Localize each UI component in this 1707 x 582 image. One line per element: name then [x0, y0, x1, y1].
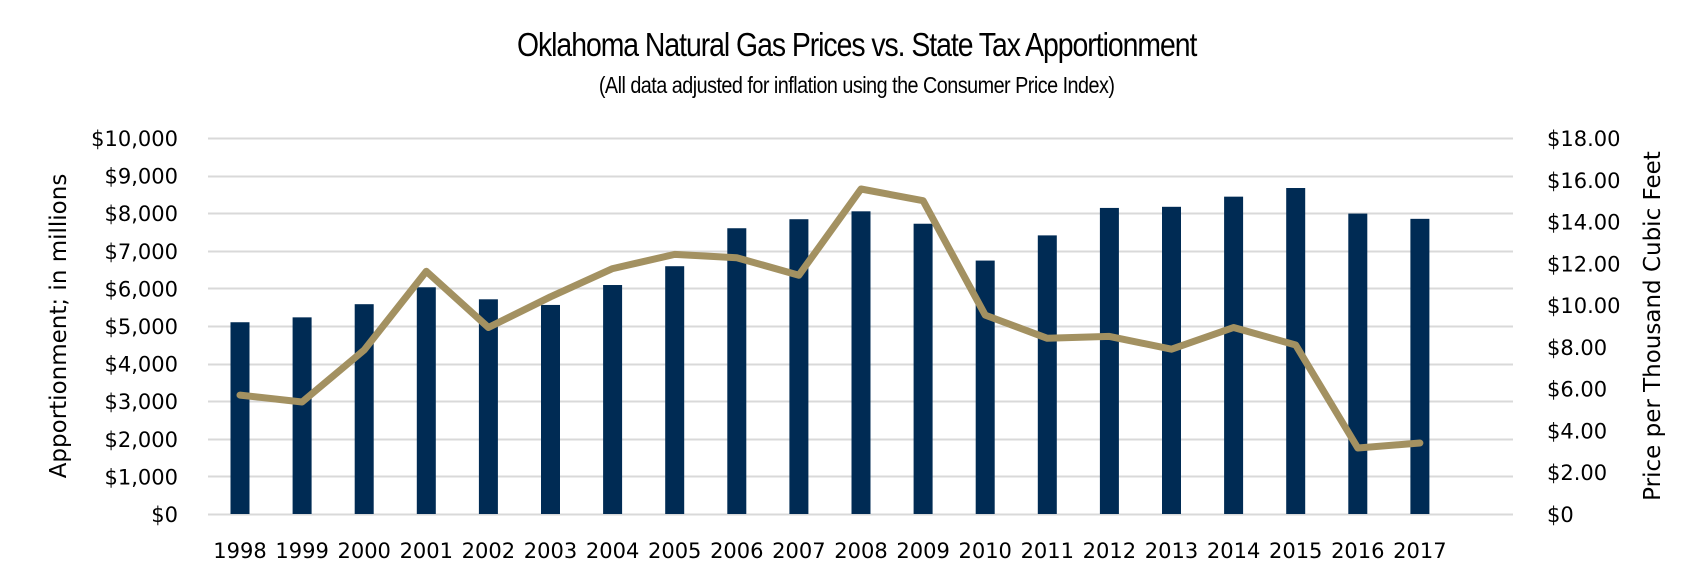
right-tick-label: $2.00 [1547, 461, 1607, 485]
bar-2006 [727, 228, 747, 515]
x-tick-label: 2011 [1021, 539, 1074, 563]
left-axis-title: Apportionment; in millions [46, 174, 72, 479]
x-tick-label: 2002 [462, 539, 515, 563]
left-tick-label: $4,000 [105, 353, 178, 377]
left-tick-label: $8,000 [105, 202, 178, 226]
left-tick-label: $3,000 [105, 390, 178, 414]
x-tick-label: 2009 [896, 539, 949, 563]
bar-2016 [1348, 213, 1368, 515]
right-axis-ticks: $0 $2.00 $4.00 $6.00 $8.00 $10.00 $12.00 $14.00… [1547, 127, 1620, 527]
price-line [236, 185, 1424, 452]
x-tick-label: 2003 [524, 539, 577, 563]
bar-series [230, 188, 1430, 515]
right-tick-label: $12.00 [1547, 252, 1620, 276]
bar-2010 [975, 260, 995, 514]
left-axis-ticks: $0 $1,000 $2,000 $3,000 $4,000 $5,000 $6,000 $7… [91, 127, 178, 527]
x-tick-label: 2007 [772, 539, 825, 563]
left-tick-label: $9,000 [105, 165, 178, 189]
chart-subtitle: (All data adjusted for inflation using t… [598, 72, 1115, 98]
left-tick-label: $6,000 [105, 277, 178, 301]
bar-2004 [603, 285, 623, 514]
right-axis-title: Price per Thousand Cubic Feet [1640, 151, 1666, 501]
right-tick-label: $14.00 [1547, 211, 1620, 235]
line-series [236, 185, 1424, 452]
bar-2001 [416, 287, 436, 514]
left-tick-label: $2,000 [105, 428, 178, 452]
right-tick-label: $0 [1547, 503, 1574, 527]
x-tick-label: 2001 [400, 539, 453, 563]
left-tick-label: $7,000 [105, 240, 178, 264]
bar-1999 [292, 317, 312, 514]
chart-title: Oklahoma Natural Gas Prices vs. State Ta… [516, 26, 1197, 63]
x-tick-label: 2017 [1393, 539, 1446, 563]
bar-2002 [478, 299, 498, 514]
x-tick-label: 2016 [1331, 539, 1384, 563]
bar-2011 [1037, 235, 1057, 514]
bar-2003 [541, 304, 560, 514]
bar-2007 [789, 219, 809, 514]
x-tick-label: 2014 [1207, 539, 1260, 563]
x-tick-label: 2000 [337, 539, 390, 563]
x-tick-label: 2005 [648, 539, 701, 563]
x-tick-label: 2004 [586, 539, 639, 563]
x-axis-ticks: 1998 1999 2000 2001 2002 2003 2004 2005 2006 2007… [213, 539, 1446, 563]
x-tick-label: 2008 [834, 539, 887, 563]
left-tick-label: $1,000 [105, 465, 178, 489]
bar-2017 [1410, 218, 1430, 514]
x-tick-label: 2015 [1269, 539, 1322, 563]
bar-2012 [1099, 207, 1119, 514]
right-tick-label: $8.00 [1547, 336, 1607, 360]
right-tick-label: $16.00 [1547, 169, 1620, 193]
left-tick-label: $0 [151, 503, 178, 527]
x-tick-label: 2013 [1145, 539, 1198, 563]
bar-1998 [230, 322, 250, 514]
bar-2008 [851, 211, 871, 514]
x-tick-label: 1999 [275, 539, 328, 563]
right-tick-label: $6.00 [1547, 378, 1607, 402]
bar-2014 [1224, 196, 1244, 514]
right-tick-label: $18.00 [1547, 127, 1620, 151]
bar-2005 [665, 266, 685, 514]
x-tick-label: 2012 [1083, 539, 1136, 563]
bar-2000 [354, 304, 374, 514]
bar-2013 [1162, 206, 1181, 515]
x-tick-label: 1998 [213, 539, 266, 563]
x-tick-label: 2006 [710, 539, 763, 563]
bar-2009 [913, 223, 933, 514]
right-tick-label: $4.00 [1547, 419, 1607, 443]
left-tick-label: $5,000 [105, 315, 178, 339]
left-tick-label: $10,000 [91, 127, 178, 151]
x-tick-label: 2010 [958, 539, 1011, 563]
right-tick-label: $10.00 [1547, 294, 1620, 318]
